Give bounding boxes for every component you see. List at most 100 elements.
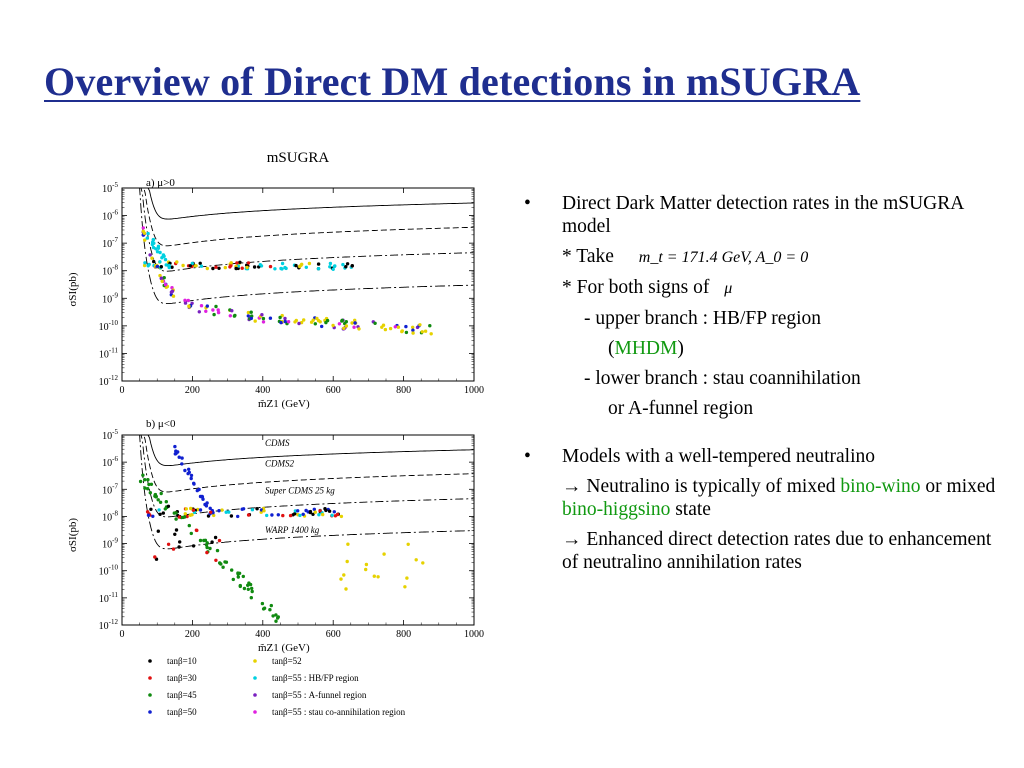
data-point [382,552,386,556]
bullet2-arrow2: → Enhanced direct detection rates due to… [562,529,992,573]
data-point [423,329,428,333]
data-point [281,513,285,518]
data-point [161,511,165,515]
y-tick-exp: -5 [112,428,118,436]
x-tick-label: 400 [255,629,270,640]
data-point [173,532,177,536]
data-point [214,558,218,562]
data-point [296,509,300,513]
data-point [174,517,178,521]
data-point [279,320,283,325]
data-point [388,326,393,331]
data-point [214,304,218,309]
curve-label: WARP 1400 kg [265,525,320,535]
y-tick-label: 10-11 [99,346,119,360]
data-point [195,528,199,533]
x-tick-label: 200 [185,385,200,396]
data-point [231,577,235,582]
msugra-plot: mSUGRA a) μ>0 b) μ<0 10-5 10-6 10-7 10-8 10-… [67,150,484,717]
data-point [153,492,158,497]
data-point [199,264,204,268]
bullet2-heading: Models with a well-tempered neutralino [562,446,875,467]
data-point [192,481,196,485]
data-point [153,555,157,559]
y-tick-label: 10-11 [99,591,119,605]
y-tick-exp: -7 [112,236,118,244]
y-tick-exp: -10 [109,319,119,327]
y-tick-label: 10-10 [99,564,119,578]
y-tick-label: 10-9 [102,537,118,551]
data-point [312,507,316,511]
y-tick-exp: -12 [109,374,119,382]
data-point [344,587,348,591]
legend-marker [253,676,257,680]
data-point [302,318,306,322]
y-tick-label: 10-9 [102,291,118,305]
data-point [381,323,386,327]
data-point [246,310,251,315]
paren-open: ( [608,338,615,359]
data-point [234,266,238,271]
bullet-dm-rates: • Direct Dark Matter detection rates in … [520,192,1000,420]
data-point [240,507,244,511]
data-point [331,323,335,328]
data-point [406,542,410,546]
data-point [191,544,196,548]
data-point [183,301,188,305]
data-point [142,231,147,235]
data-point [284,266,288,271]
data-point [353,318,357,322]
data-point [304,508,308,513]
data-point [321,512,325,517]
data-point [138,479,143,484]
data-point [177,545,181,549]
y-tick-label: 10-6 [102,455,118,469]
data-point [250,508,255,512]
curve-label: CDMS2 [265,458,294,468]
data-point [276,616,280,620]
data-point [328,265,332,269]
data-point [229,263,233,268]
data-point [333,264,337,268]
data-point [318,509,322,513]
data-point [204,309,208,313]
data-point [313,510,317,514]
legend-label: tanβ=45 [167,690,197,700]
data-point [187,470,191,475]
x-tick-label: 200 [185,629,200,640]
legend-marker [253,693,257,697]
legend-label: tanβ=55 : HB/FP region [272,673,359,683]
data-point [286,320,291,324]
x-tick-label: 1000 [464,385,484,396]
limit-curve [136,434,474,467]
y-axis-label: σSI(pb) [67,518,79,552]
data-point [178,540,182,544]
data-point [240,266,244,270]
data-point [269,603,273,608]
data-point [335,512,340,517]
data-point [205,550,209,555]
legend-label: tanβ=30 [167,673,197,683]
data-point [173,452,177,456]
data-point [249,316,253,321]
data-point [221,565,225,569]
data-point [142,263,147,268]
data-point [173,444,177,449]
data-point [311,318,315,322]
data-point [199,304,204,308]
data-point [159,265,163,269]
data-point [227,510,231,514]
data-point [184,507,188,511]
data-point [189,506,193,511]
data-point [288,513,293,518]
legend-label: tanβ=10 [167,656,197,666]
data-point [210,540,214,544]
data-point [147,262,151,267]
data-point [270,513,274,517]
data-point [205,304,209,308]
data-point [161,253,166,257]
data-point [149,482,154,486]
data-point [229,514,234,518]
data-point [428,324,432,328]
y-tick-label: 10-5 [102,428,118,442]
